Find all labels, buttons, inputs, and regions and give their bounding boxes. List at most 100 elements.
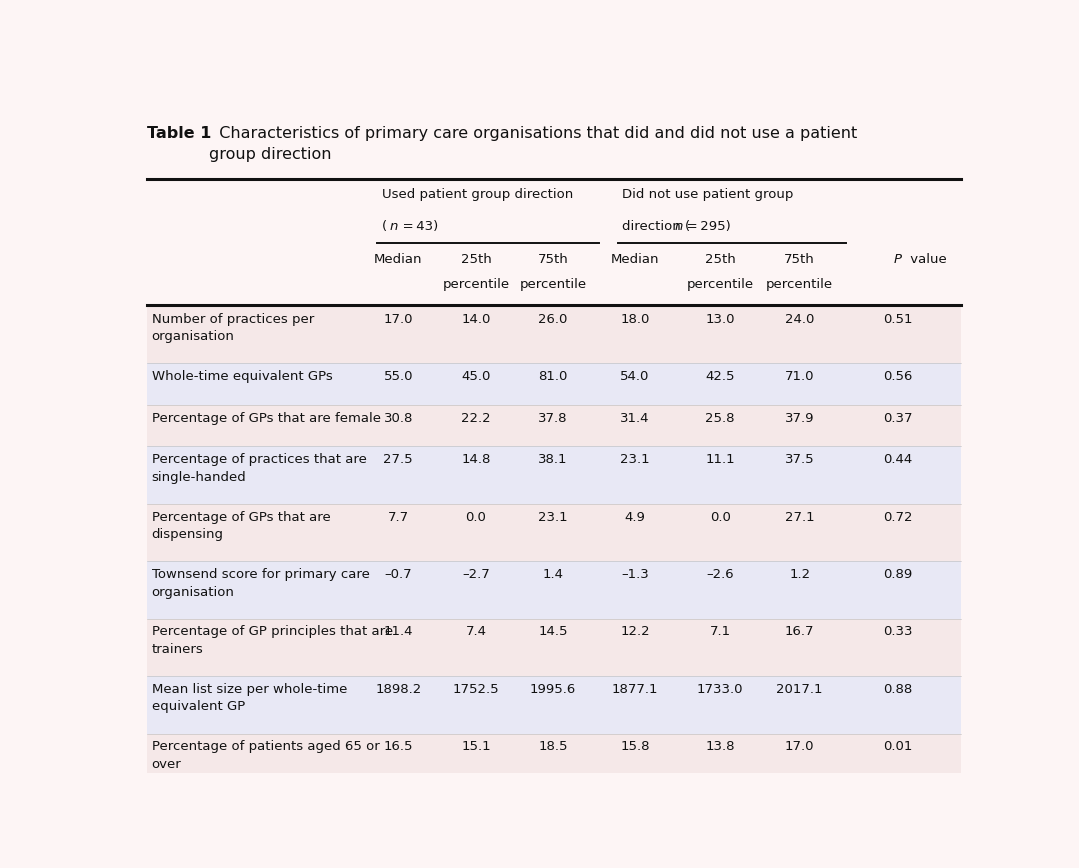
Text: –2.6: –2.6 bbox=[707, 568, 734, 581]
Text: 30.8: 30.8 bbox=[384, 411, 413, 424]
Text: 0.37: 0.37 bbox=[883, 411, 912, 424]
Text: 0.01: 0.01 bbox=[883, 740, 912, 753]
Text: 0.44: 0.44 bbox=[883, 453, 912, 466]
Text: 11.4: 11.4 bbox=[383, 626, 413, 639]
Text: 25th: 25th bbox=[705, 253, 736, 266]
Text: 11.1: 11.1 bbox=[706, 453, 735, 466]
Text: 54.0: 54.0 bbox=[620, 370, 650, 383]
Text: = 295): = 295) bbox=[684, 220, 732, 233]
Text: 1.4: 1.4 bbox=[543, 568, 563, 581]
Text: Mean list size per whole-time
equivalent GP: Mean list size per whole-time equivalent… bbox=[151, 683, 347, 713]
Text: 0.89: 0.89 bbox=[883, 568, 912, 581]
Text: P: P bbox=[893, 253, 901, 266]
Text: 15.1: 15.1 bbox=[461, 740, 491, 753]
Text: Median: Median bbox=[374, 253, 423, 266]
Text: 0.33: 0.33 bbox=[883, 626, 912, 639]
Text: 42.5: 42.5 bbox=[706, 370, 735, 383]
Text: 14.0: 14.0 bbox=[462, 312, 491, 326]
Text: –1.3: –1.3 bbox=[622, 568, 648, 581]
Text: 25th: 25th bbox=[461, 253, 491, 266]
Text: 18.0: 18.0 bbox=[620, 312, 650, 326]
Text: 15.8: 15.8 bbox=[620, 740, 650, 753]
Text: 71.0: 71.0 bbox=[784, 370, 815, 383]
Text: 1733.0: 1733.0 bbox=[697, 683, 743, 696]
Text: 2017.1: 2017.1 bbox=[777, 683, 823, 696]
Text: percentile: percentile bbox=[766, 278, 833, 291]
Text: 1995.6: 1995.6 bbox=[530, 683, 576, 696]
Text: Percentage of practices that are
single-handed: Percentage of practices that are single-… bbox=[151, 453, 367, 483]
Text: 1752.5: 1752.5 bbox=[453, 683, 500, 696]
Text: Used patient group direction: Used patient group direction bbox=[382, 187, 573, 201]
Text: 17.0: 17.0 bbox=[784, 740, 815, 753]
Text: 0.0: 0.0 bbox=[466, 510, 487, 523]
Text: 22.2: 22.2 bbox=[461, 411, 491, 424]
Text: 13.0: 13.0 bbox=[706, 312, 735, 326]
Bar bbox=[148, 676, 961, 733]
Text: (: ( bbox=[382, 220, 386, 233]
Text: 37.8: 37.8 bbox=[538, 411, 568, 424]
Text: Whole-time equivalent GPs: Whole-time equivalent GPs bbox=[151, 370, 332, 383]
Text: 1898.2: 1898.2 bbox=[375, 683, 422, 696]
Text: 37.5: 37.5 bbox=[784, 453, 815, 466]
Text: 7.4: 7.4 bbox=[465, 626, 487, 639]
Text: 23.1: 23.1 bbox=[620, 453, 650, 466]
Text: 24.0: 24.0 bbox=[786, 312, 815, 326]
Text: Townsend score for primary care
organisation: Townsend score for primary care organisa… bbox=[151, 568, 369, 599]
Text: 0.56: 0.56 bbox=[883, 370, 912, 383]
Text: direction (: direction ( bbox=[623, 220, 691, 233]
Text: percentile: percentile bbox=[519, 278, 587, 291]
Text: 12.2: 12.2 bbox=[620, 626, 650, 639]
Text: 27.5: 27.5 bbox=[383, 453, 413, 466]
Text: 4.9: 4.9 bbox=[625, 510, 645, 523]
Text: 14.5: 14.5 bbox=[538, 626, 568, 639]
Text: 45.0: 45.0 bbox=[462, 370, 491, 383]
Text: –0.7: –0.7 bbox=[384, 568, 412, 581]
Text: 0.51: 0.51 bbox=[883, 312, 912, 326]
Bar bbox=[148, 733, 961, 792]
Bar bbox=[148, 619, 961, 676]
Bar bbox=[148, 306, 961, 364]
Text: 23.1: 23.1 bbox=[538, 510, 568, 523]
Text: 81.0: 81.0 bbox=[538, 370, 568, 383]
Text: percentile: percentile bbox=[442, 278, 509, 291]
Text: 17.0: 17.0 bbox=[383, 312, 413, 326]
Text: Percentage of patients aged 65 or
over: Percentage of patients aged 65 or over bbox=[151, 740, 380, 771]
Text: 7.7: 7.7 bbox=[387, 510, 409, 523]
Text: Did not use patient group: Did not use patient group bbox=[623, 187, 794, 201]
Text: 14.8: 14.8 bbox=[462, 453, 491, 466]
Text: 0.0: 0.0 bbox=[710, 510, 730, 523]
Text: value: value bbox=[906, 253, 946, 266]
Text: 27.1: 27.1 bbox=[784, 510, 815, 523]
Text: 1877.1: 1877.1 bbox=[612, 683, 658, 696]
Bar bbox=[148, 404, 961, 446]
Text: 1.2: 1.2 bbox=[789, 568, 810, 581]
Text: Number of practices per
organisation: Number of practices per organisation bbox=[151, 312, 314, 343]
Text: 31.4: 31.4 bbox=[620, 411, 650, 424]
Text: Percentage of GPs that are female: Percentage of GPs that are female bbox=[151, 411, 381, 424]
Text: n: n bbox=[390, 220, 398, 233]
Text: n: n bbox=[674, 220, 683, 233]
Text: 0.88: 0.88 bbox=[883, 683, 912, 696]
Text: 13.8: 13.8 bbox=[706, 740, 735, 753]
Text: Percentage of GP principles that are
trainers: Percentage of GP principles that are tra… bbox=[151, 626, 393, 656]
Text: 75th: 75th bbox=[784, 253, 815, 266]
Text: 38.1: 38.1 bbox=[538, 453, 568, 466]
Bar bbox=[148, 364, 961, 404]
Text: = 43): = 43) bbox=[400, 220, 438, 233]
Text: 18.5: 18.5 bbox=[538, 740, 568, 753]
Text: percentile: percentile bbox=[686, 278, 754, 291]
Text: 25.8: 25.8 bbox=[706, 411, 735, 424]
Text: 0.72: 0.72 bbox=[883, 510, 912, 523]
Text: Characteristics of primary care organisations that did and did not use a patient: Characteristics of primary care organisa… bbox=[209, 126, 858, 161]
Text: 55.0: 55.0 bbox=[383, 370, 413, 383]
Text: 75th: 75th bbox=[537, 253, 569, 266]
Text: 26.0: 26.0 bbox=[538, 312, 568, 326]
Text: Table 1: Table 1 bbox=[148, 126, 211, 141]
Text: –2.7: –2.7 bbox=[462, 568, 490, 581]
Text: Median: Median bbox=[611, 253, 659, 266]
Bar bbox=[148, 446, 961, 503]
Bar bbox=[148, 562, 961, 619]
Text: 16.7: 16.7 bbox=[784, 626, 815, 639]
Text: Percentage of GPs that are
dispensing: Percentage of GPs that are dispensing bbox=[151, 510, 330, 541]
Bar bbox=[148, 503, 961, 562]
